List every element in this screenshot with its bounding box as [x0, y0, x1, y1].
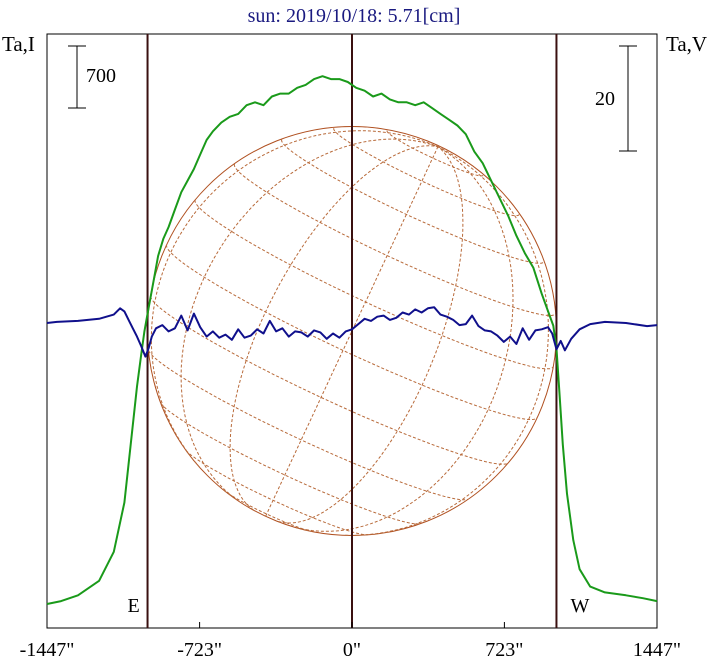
grid-meridian — [180, 138, 439, 501]
grid-meridian — [296, 146, 514, 532]
x-tick-label: 723" — [485, 639, 523, 661]
series-intensity — [46, 75, 658, 605]
x-axis: -1447" -723" 0" 723" 1447" — [20, 622, 681, 661]
grid-parallel — [233, 163, 556, 316]
grid-parallel — [194, 199, 554, 370]
grid-parallel — [281, 139, 545, 264]
grid-meridian — [277, 146, 464, 524]
chart-title: sun: 2019/10/18: 5.71[cm] — [248, 5, 461, 27]
left-scale-label: 700 — [86, 65, 116, 87]
left-scale-bar: 700 — [68, 45, 116, 109]
grid-parallel — [333, 128, 520, 217]
grid-parallel — [150, 296, 509, 465]
marker-label: E — [128, 595, 140, 617]
grid-parallel — [148, 350, 468, 501]
grid-parallel — [185, 450, 368, 536]
solar-disk — [147, 126, 557, 536]
right-axis-label: Ta,V — [666, 32, 707, 56]
data-series — [46, 75, 658, 605]
x-tick-label: -723" — [177, 639, 222, 661]
x-tick-label: 0" — [343, 639, 361, 661]
x-tick-label: -1447" — [20, 639, 75, 661]
grid-meridian — [229, 145, 438, 511]
grid-meridian — [150, 130, 439, 468]
grid-parallel — [165, 244, 538, 420]
x-tick-label: 1447" — [633, 639, 681, 661]
grid-parallel — [223, 490, 313, 532]
right-scale-label: 20 — [595, 88, 615, 110]
marker-label: W — [570, 595, 589, 617]
grid-parallel — [386, 130, 484, 177]
series-polarization — [46, 306, 658, 358]
grid-meridian — [265, 146, 439, 517]
grid-parallel — [160, 402, 420, 525]
grid-meridian — [345, 146, 549, 536]
left-axis-label: Ta,I — [2, 32, 35, 56]
right-scale-bar: 20 — [595, 45, 637, 152]
